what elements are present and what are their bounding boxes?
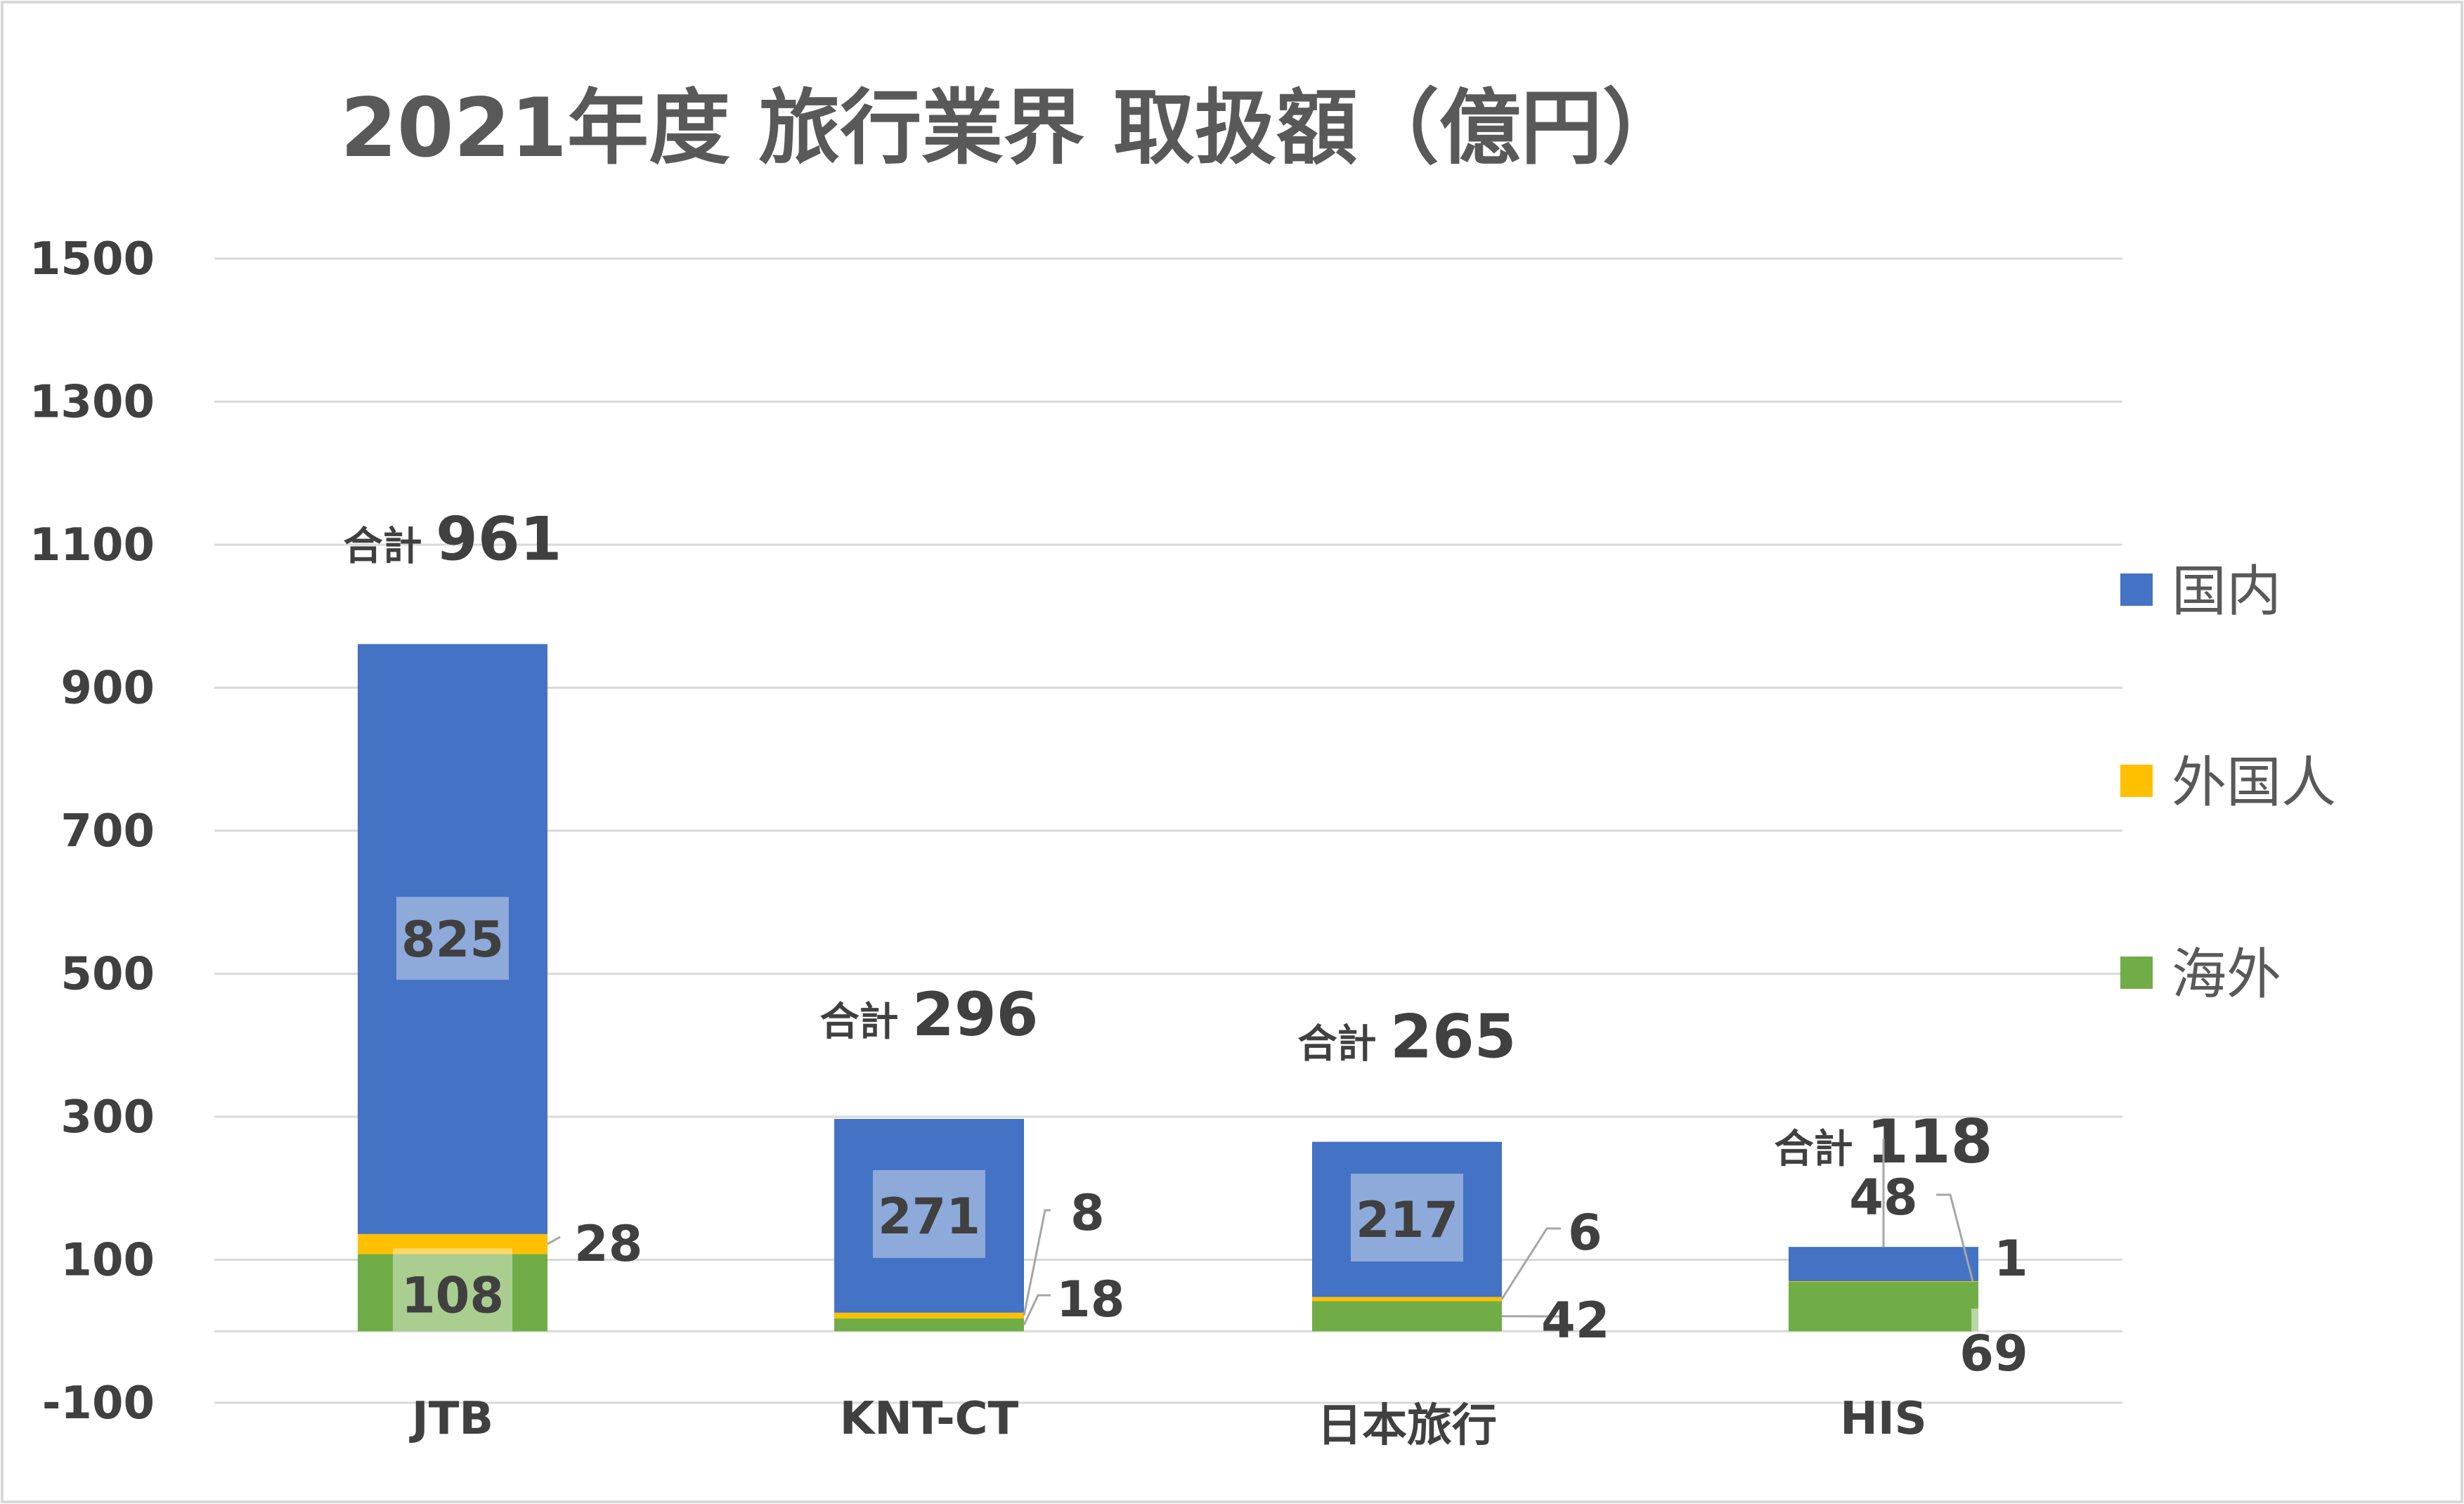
x-axis: JTB KNT-CT 日本旅行 HIS [409,1393,1927,1452]
chart-title: 2021年度 旅行業界 取扱額（億円） [340,81,1684,176]
y-tick-label: 700 [60,805,155,857]
total-label: 合計 265 [1297,1002,1516,1072]
legend-label: 国内 [2172,560,2281,623]
bar-segment [1789,1247,1978,1282]
leader-line [1023,1294,1051,1325]
bar-segment [1312,1297,1502,1302]
label-box [1351,1174,1463,1262]
y-tick-label: 300 [60,1091,155,1143]
total-label: 合計 961 [343,504,562,574]
x-tick-label: HIS [1840,1393,1926,1445]
label-box [393,1248,512,1332]
segment-label: 108 [401,1266,504,1324]
segment-label: 42 [1541,1292,1609,1349]
y-tick-label: 1100 [30,519,155,571]
label-box [396,897,509,980]
bar-segment [1312,1141,1502,1297]
label-box [1971,1309,1985,1337]
segment-label: 69 [1959,1325,2028,1382]
total-label: 合計 296 [819,980,1038,1050]
segment-label: 8 [1070,1184,1105,1242]
y-tick-label: 500 [60,949,155,1001]
segment-label: 28 [574,1215,642,1273]
y-tick-label: 900 [60,663,155,715]
segment-label: 18 [1056,1271,1124,1328]
leader-line [1023,1209,1051,1316]
y-tick-label: 100 [60,1235,155,1287]
bar-segment [1789,1281,1978,1283]
bar-segment [358,1254,547,1332]
bar-segment [358,644,547,1234]
segment-label: 6 [1568,1204,1602,1262]
data-labels: 合計 961 825 108 28 合計 296 271 8 18 合計 265 217 6 42 合計… [343,504,2028,1382]
legend-swatch [2120,957,2153,989]
segment-label: 217 [1356,1191,1458,1249]
legend-swatch [2120,765,2153,797]
segment-label: 825 [401,911,504,968]
bar-segment [834,1312,1024,1318]
x-tick-label: JTB [409,1393,493,1445]
segment-label: 1 [1994,1230,2028,1288]
bar-segment [834,1318,1024,1332]
leader-line [1500,1227,1561,1300]
bars [358,644,1978,1332]
x-tick-label: KNT-CT [840,1393,1019,1445]
leader-line [1936,1193,1974,1282]
leader-line [547,1236,561,1245]
label-box [873,1169,985,1258]
bar-segment [834,1119,1024,1313]
segment-label: 271 [878,1188,980,1245]
legend-label: 外国人 [2172,751,2336,815]
legend-swatch [2120,573,2153,606]
bar-segment [358,1233,547,1255]
y-axis: -100 100 300 500 700 900 1100 1300 1500 [30,233,155,1430]
y-tick-label: 1500 [30,233,155,285]
y-tick-label: -100 [42,1377,155,1430]
x-tick-label: 日本旅行 [1317,1400,1497,1452]
legend-label: 海外 [2172,943,2281,1006]
bar-segment [1789,1282,1978,1332]
bar-segment [1312,1301,1502,1332]
total-label: 合計 118 [1774,1107,1992,1177]
y-tick-label: 1300 [30,377,155,429]
segment-label: 48 [1849,1169,1917,1226]
